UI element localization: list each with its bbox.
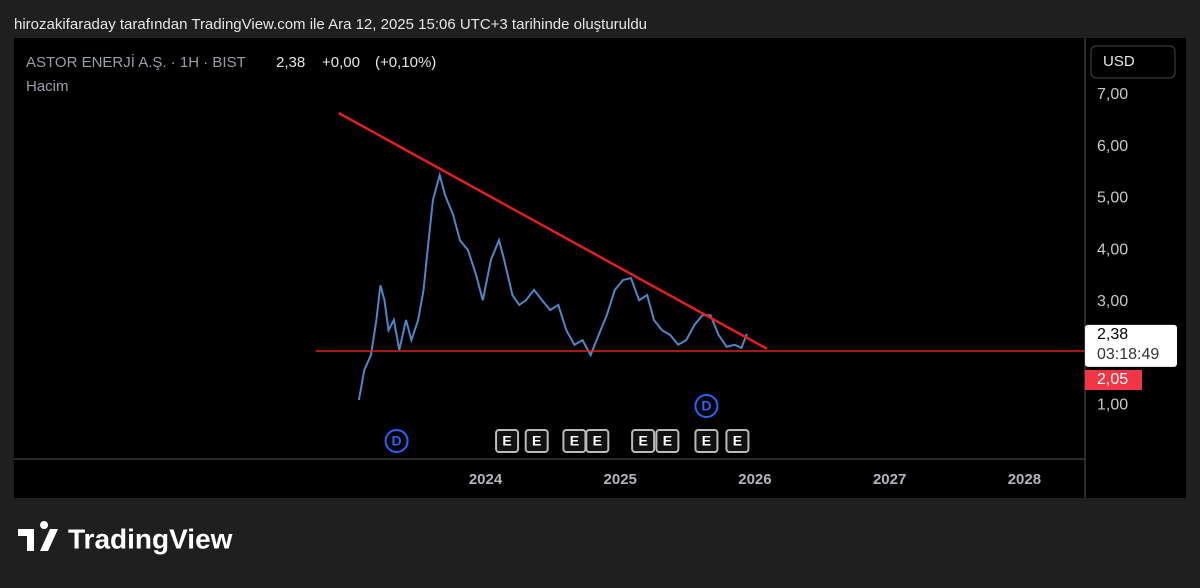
- currency[interactable]: USD: [1103, 53, 1135, 70]
- event-label: E: [570, 433, 579, 449]
- earnings-marker: [694, 429, 719, 453]
- trendline: [338, 111, 768, 350]
- logo-mark: [18, 521, 58, 551]
- event-label: E: [733, 433, 742, 449]
- earnings-marker: [524, 429, 549, 453]
- dividend-marker: [384, 429, 409, 453]
- y-tick-label: 4,00: [1097, 241, 1128, 258]
- y-tick-label: 1,00: [1097, 396, 1128, 413]
- dividend-marker: [694, 394, 719, 418]
- y-tick-label: 6,00: [1097, 138, 1128, 155]
- y-tick-label: 7,00: [1097, 86, 1128, 103]
- symbol: ASTOR ENERJİ A.Ş. · 1H · BIST: [26, 53, 246, 71]
- level-label-box: [1085, 370, 1142, 390]
- change: +0,00: [322, 54, 360, 71]
- event-label: D: [701, 398, 711, 414]
- caption: hirozakifaraday tarafından TradingView.c…: [14, 16, 647, 33]
- change-pct: (+0,10%): [375, 54, 436, 71]
- earnings-marker: [725, 429, 750, 453]
- panel: [14, 38, 1186, 498]
- last-price-box: [1085, 324, 1177, 367]
- brand: TradingView: [68, 523, 233, 554]
- last-price: 2,38: [276, 54, 305, 71]
- countdown: 03:18:49: [1097, 346, 1159, 363]
- event-label: E: [593, 433, 602, 449]
- x-tick-label: 2026: [738, 471, 771, 488]
- x-tick-label: 2027: [873, 471, 906, 488]
- last-price-label: 2,38: [1097, 326, 1128, 343]
- y-tick-label: 3,00: [1097, 293, 1128, 310]
- currency-button[interactable]: [1090, 45, 1176, 79]
- volume-label: Hacim: [26, 78, 69, 95]
- event-label: E: [702, 433, 711, 449]
- event-label: E: [532, 433, 541, 449]
- level-label: 2,05: [1097, 371, 1128, 388]
- brand-logo: [18, 521, 58, 551]
- x-tick-label: 2025: [604, 471, 637, 488]
- earnings-marker: [495, 429, 520, 453]
- earnings-marker: [585, 429, 610, 453]
- price-line: [357, 171, 748, 401]
- event-label: E: [638, 433, 647, 449]
- x-tick-label: 2024: [469, 471, 503, 488]
- y-tick-label: 5,00: [1097, 190, 1128, 207]
- x-tick-label: 2028: [1008, 471, 1041, 488]
- event-label: D: [392, 433, 402, 449]
- event-label: E: [502, 433, 511, 449]
- earnings-marker: [631, 429, 656, 453]
- earnings-marker: [655, 429, 680, 453]
- event-label: E: [663, 433, 672, 449]
